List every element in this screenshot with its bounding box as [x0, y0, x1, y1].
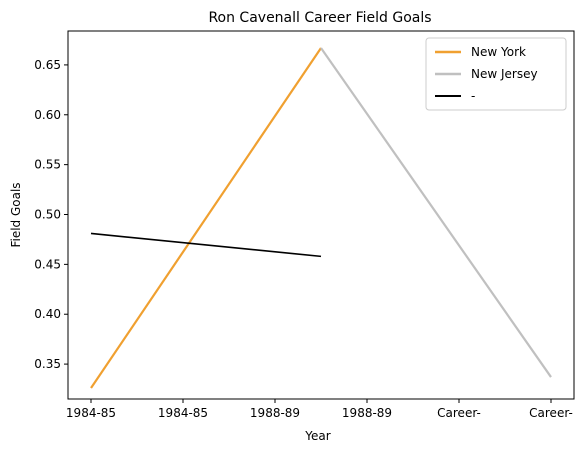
x-tick-label: Career-: [437, 406, 481, 420]
x-tick-label: 1988-89: [342, 406, 392, 420]
x-tick-label: 1984-85: [158, 406, 208, 420]
y-axis-label: Field Goals: [9, 182, 23, 247]
y-tick-label: 0.40: [34, 307, 61, 321]
legend: New York New Jersey -: [425, 37, 567, 111]
series-line-2: [90, 232, 322, 258]
axes-layer: 0.35 0.40 0.45 0.50 0.55 0.60 0.65 1984-85 1984-…: [34, 30, 575, 420]
x-tick-label: 1988-89: [250, 406, 300, 420]
series-layer: [90, 47, 552, 389]
y-tick-label: 0.55: [34, 158, 61, 172]
x-tick-label: Career-: [529, 406, 573, 420]
legend-label-0: New York: [471, 45, 526, 59]
chart-title: Ron Cavenall Career Field Goals: [208, 10, 431, 26]
legend-label-2: -: [471, 89, 475, 103]
x-tick-label: 1984-85: [66, 406, 116, 420]
legend-box: [425, 37, 567, 111]
y-tick-label: 0.60: [34, 108, 61, 122]
x-axis-label: Year: [304, 429, 330, 443]
y-tick-label: 0.35: [34, 357, 61, 371]
y-tick-label: 0.50: [34, 208, 61, 222]
series-line-0: [90, 47, 322, 389]
y-tick-label: 0.45: [34, 257, 61, 271]
series-line-1: [320, 47, 552, 378]
legend-label-1: New Jersey: [471, 67, 538, 81]
y-tick-label: 0.65: [34, 58, 61, 72]
